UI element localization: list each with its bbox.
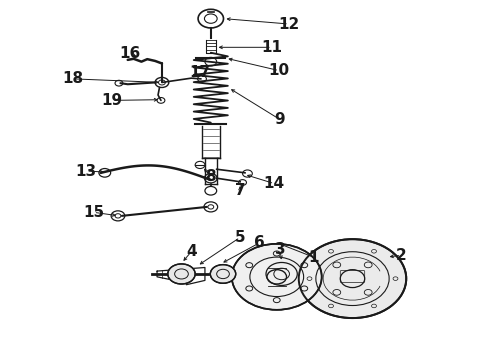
Text: 10: 10 [269, 63, 290, 78]
Text: 1: 1 [308, 249, 318, 265]
Text: 4: 4 [186, 244, 196, 259]
Text: 6: 6 [254, 235, 265, 250]
Text: 15: 15 [83, 205, 104, 220]
Text: 12: 12 [278, 17, 299, 32]
Text: 7: 7 [235, 183, 245, 198]
Circle shape [168, 264, 195, 284]
Text: 3: 3 [275, 242, 286, 257]
Text: 11: 11 [261, 40, 282, 55]
Text: 14: 14 [264, 176, 285, 191]
Circle shape [210, 265, 236, 283]
Text: 18: 18 [62, 71, 84, 86]
Circle shape [299, 239, 406, 318]
Circle shape [232, 244, 322, 310]
Text: 5: 5 [235, 230, 245, 245]
Text: 17: 17 [190, 65, 211, 80]
Text: 9: 9 [274, 112, 285, 126]
Text: 2: 2 [396, 248, 407, 263]
Text: 19: 19 [101, 93, 122, 108]
Text: 8: 8 [205, 169, 216, 184]
Text: 13: 13 [75, 163, 97, 179]
Text: 16: 16 [120, 46, 141, 61]
